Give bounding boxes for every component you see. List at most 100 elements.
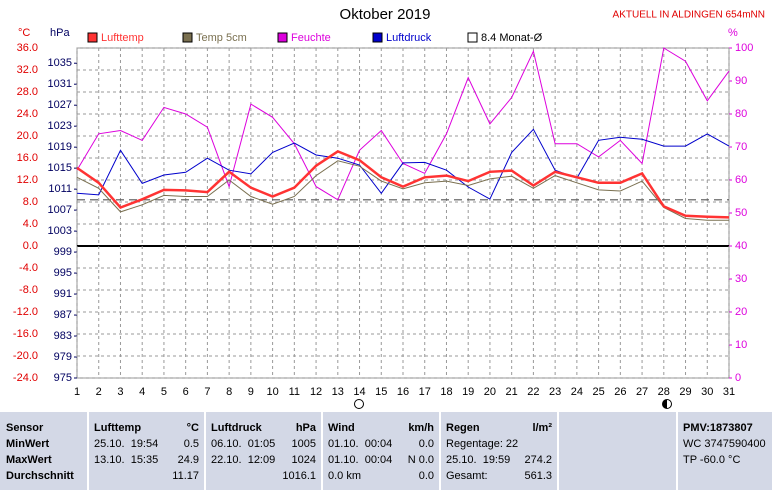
legend-label: Lufttemp	[101, 32, 144, 44]
y2-tick-label: 1007	[48, 204, 72, 216]
y3-tick-label: 100	[735, 42, 753, 54]
x-tick-label: 15	[375, 386, 387, 398]
y3-tick-label: 60	[735, 174, 747, 186]
y2-unit: hPa	[50, 27, 70, 39]
table-cell: 25.10. 19:54	[94, 438, 158, 450]
x-tick-label: 29	[679, 386, 691, 398]
y2-tick-label: 1003	[48, 225, 72, 237]
table-cell: WC 3747590400	[683, 438, 766, 450]
y-tick-label: 36.0	[17, 42, 38, 54]
y3-tick-label: 10	[735, 339, 747, 351]
x-tick-label: 19	[462, 386, 474, 398]
table-cell: N 0.0	[408, 454, 434, 466]
legend-label: Feuchte	[291, 32, 331, 44]
legend-swatch	[467, 32, 478, 43]
legend-swatch	[182, 32, 193, 43]
table-cell: 13.10. 15:35	[94, 454, 158, 466]
y2-tick-label: 1015	[48, 162, 72, 174]
table-cell: 1024	[292, 454, 316, 466]
x-tick-label: 25	[592, 386, 604, 398]
table-header: Regen	[446, 422, 480, 434]
table-cell: 11.17	[172, 470, 199, 482]
y2-tick-label: 983	[54, 330, 72, 342]
legend-swatch	[87, 32, 98, 43]
table-cell: 274.2	[524, 454, 552, 466]
y-tick-label: 32.0	[17, 64, 38, 76]
table-dividers	[87, 412, 678, 490]
y2-tick-label: 1035	[48, 57, 72, 69]
x-tick-label: 8	[226, 386, 232, 398]
table-header: hPa	[296, 422, 317, 434]
x-tick-label: 17	[419, 386, 431, 398]
x-tick-label: 30	[701, 386, 713, 398]
y-tick-label: 28.0	[17, 86, 38, 98]
y3-tick-label: 90	[735, 75, 747, 87]
table-cell: 06.10. 01:05	[211, 438, 275, 450]
table-cell: 01.10. 00:04	[328, 438, 392, 450]
x-tick-label: 28	[658, 386, 670, 398]
y2-tick-label: 975	[54, 372, 72, 384]
y-tick-label: 20.0	[17, 130, 38, 142]
x-tick-label: 2	[96, 386, 102, 398]
chart-title: Oktober 2019	[340, 6, 431, 23]
table-header: Sensor	[6, 422, 44, 434]
table-cell: 1016.1	[282, 470, 316, 482]
table-header: Lufttemp	[94, 422, 141, 434]
table-header: l/m²	[532, 422, 552, 434]
x-tick-label: 13	[332, 386, 344, 398]
x-tick-label: 12	[310, 386, 322, 398]
y-tick-label: 4.0	[23, 218, 38, 230]
table-cell: 0.0 km	[328, 470, 361, 482]
y2-tick-label: 987	[54, 309, 72, 321]
x-tick-label: 27	[636, 386, 648, 398]
x-tick-label: 16	[397, 386, 409, 398]
y-tick-label: -20.0	[13, 350, 38, 362]
x-tick-label: 26	[614, 386, 626, 398]
y3-tick-label: 50	[735, 207, 747, 219]
moon-new	[354, 399, 364, 409]
y-tick-label: -12.0	[13, 306, 38, 318]
x-tick-label: 5	[161, 386, 167, 398]
table-cell: 1005	[292, 438, 316, 450]
x-tick-label: 9	[248, 386, 254, 398]
legend-label: Temp 5cm	[196, 32, 247, 44]
table-cell: 0.0	[419, 470, 434, 482]
row-label: MinWert	[6, 438, 50, 450]
y-tick-label: 0.0	[23, 240, 38, 252]
x-tick-label: 22	[527, 386, 539, 398]
x-tick-label: 18	[440, 386, 452, 398]
station-note: AKTUELL IN ALDINGEN 654mNN	[613, 10, 765, 21]
table-cell: 01.10. 00:04	[328, 454, 392, 466]
y2-tick-label: 1031	[48, 78, 72, 90]
y3-tick-label: 70	[735, 141, 747, 153]
x-tick-label: 10	[266, 386, 278, 398]
y2-tick-label: 1023	[48, 120, 72, 132]
table-cell: 561.3	[524, 470, 552, 482]
x-tick-label: 24	[571, 386, 583, 398]
y3-tick-label: 40	[735, 240, 747, 252]
x-tick-label: 20	[484, 386, 496, 398]
moon-half	[662, 399, 667, 409]
y3-unit: %	[728, 27, 738, 39]
x-tick-label: 3	[117, 386, 123, 398]
table-cell: 22.10. 12:09	[211, 454, 275, 466]
y2-tick-label: 979	[54, 351, 72, 363]
table-header: Wind	[328, 422, 355, 434]
table-background	[0, 412, 772, 490]
x-tick-label: 1	[74, 386, 80, 398]
x-tick-label: 4	[139, 386, 145, 398]
y2-tick-label: 995	[54, 267, 72, 279]
legend-swatch	[277, 32, 288, 43]
legend-swatch	[372, 32, 383, 43]
series-line	[76, 128, 730, 200]
legend-label: Luftdruck	[386, 32, 432, 44]
x-tick-label: 21	[506, 386, 518, 398]
y3-tick-label: 80	[735, 108, 747, 120]
table-header: PMV:1873807	[683, 422, 753, 434]
x-tick-label: 11	[289, 386, 300, 398]
table-cell: 25.10. 19:59	[446, 454, 510, 466]
legend-label: 8.4 Monat-Ø	[481, 32, 543, 44]
y-tick-label: -4.0	[19, 262, 38, 274]
y2-tick-label: 1011	[48, 183, 72, 195]
